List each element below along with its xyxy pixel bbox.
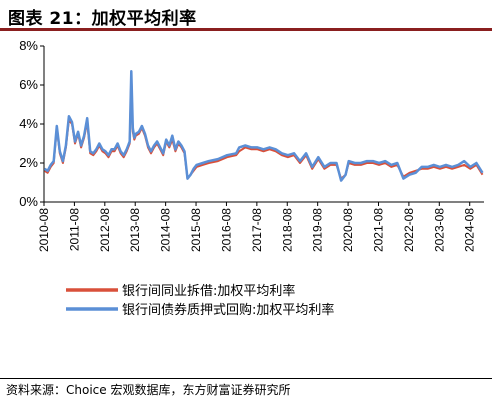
y-tick-label: 2% (19, 155, 38, 170)
x-tick-label: 2022-08 (402, 208, 416, 252)
legend-label-series-2: 银行间债券质押式回购:加权平均利率 (122, 302, 334, 318)
y-ticks: 0% 2% 4% 6% 8% (19, 38, 44, 209)
y-tick-label: 6% (19, 77, 38, 92)
line-chart: 0%2%4%6%8% 2010-08 2011-08 2012-08 2013-08 2… (19, 38, 484, 318)
y-axis: 0% 2% 4% 6% 8% (19, 38, 45, 209)
x-axis: 2010-08 2011-08 2012-08 2013-08 2014-08 2015-… (37, 201, 484, 252)
series-line-1 (44, 74, 484, 180)
x-tick-label: 2020-08 (341, 208, 355, 252)
y-tick-label: 4% (19, 116, 38, 131)
x-tick-label: 2018-08 (280, 208, 294, 252)
x-tick-label: 2015-08 (189, 208, 203, 252)
source-note: 资料来源：Choice 宏观数据库，东方财富证券研究所 (6, 383, 291, 397)
x-tick-label: 2012-08 (98, 208, 112, 252)
x-tick-label: 2024-08 (463, 208, 477, 252)
legend: 银行间同业拆借:加权平均利率 银行间债券质押式回购:加权平均利率 (66, 283, 334, 318)
x-tick-label: 2016-08 (219, 208, 233, 252)
x-tick-label: 2014-08 (159, 208, 173, 252)
x-tick-label: 2021-08 (371, 208, 385, 252)
page-title: 图表 21：加权平均利率 (8, 9, 197, 29)
x-tick-label: 2019-08 (311, 208, 325, 252)
legend-label-series-1: 银行间同业拆借:加权平均利率 (122, 283, 295, 299)
x-ticks: 2010-08 2011-08 2012-08 2013-08 2014-08 2015-… (37, 202, 477, 252)
title-divider (0, 28, 492, 31)
x-tick-label: 2010-08 (37, 208, 51, 252)
y-tick-label: 0% (19, 194, 38, 209)
y-tick-label: 8% (19, 38, 38, 53)
series-line-2 (43, 70, 484, 182)
x-tick-label: 2017-08 (250, 208, 264, 252)
series-lines (43, 70, 484, 182)
x-tick-label: 2013-08 (128, 208, 142, 252)
source-divider (0, 378, 492, 379)
x-tick-label: 2011-08 (67, 208, 81, 251)
x-tick-label: 2023-08 (432, 208, 446, 252)
